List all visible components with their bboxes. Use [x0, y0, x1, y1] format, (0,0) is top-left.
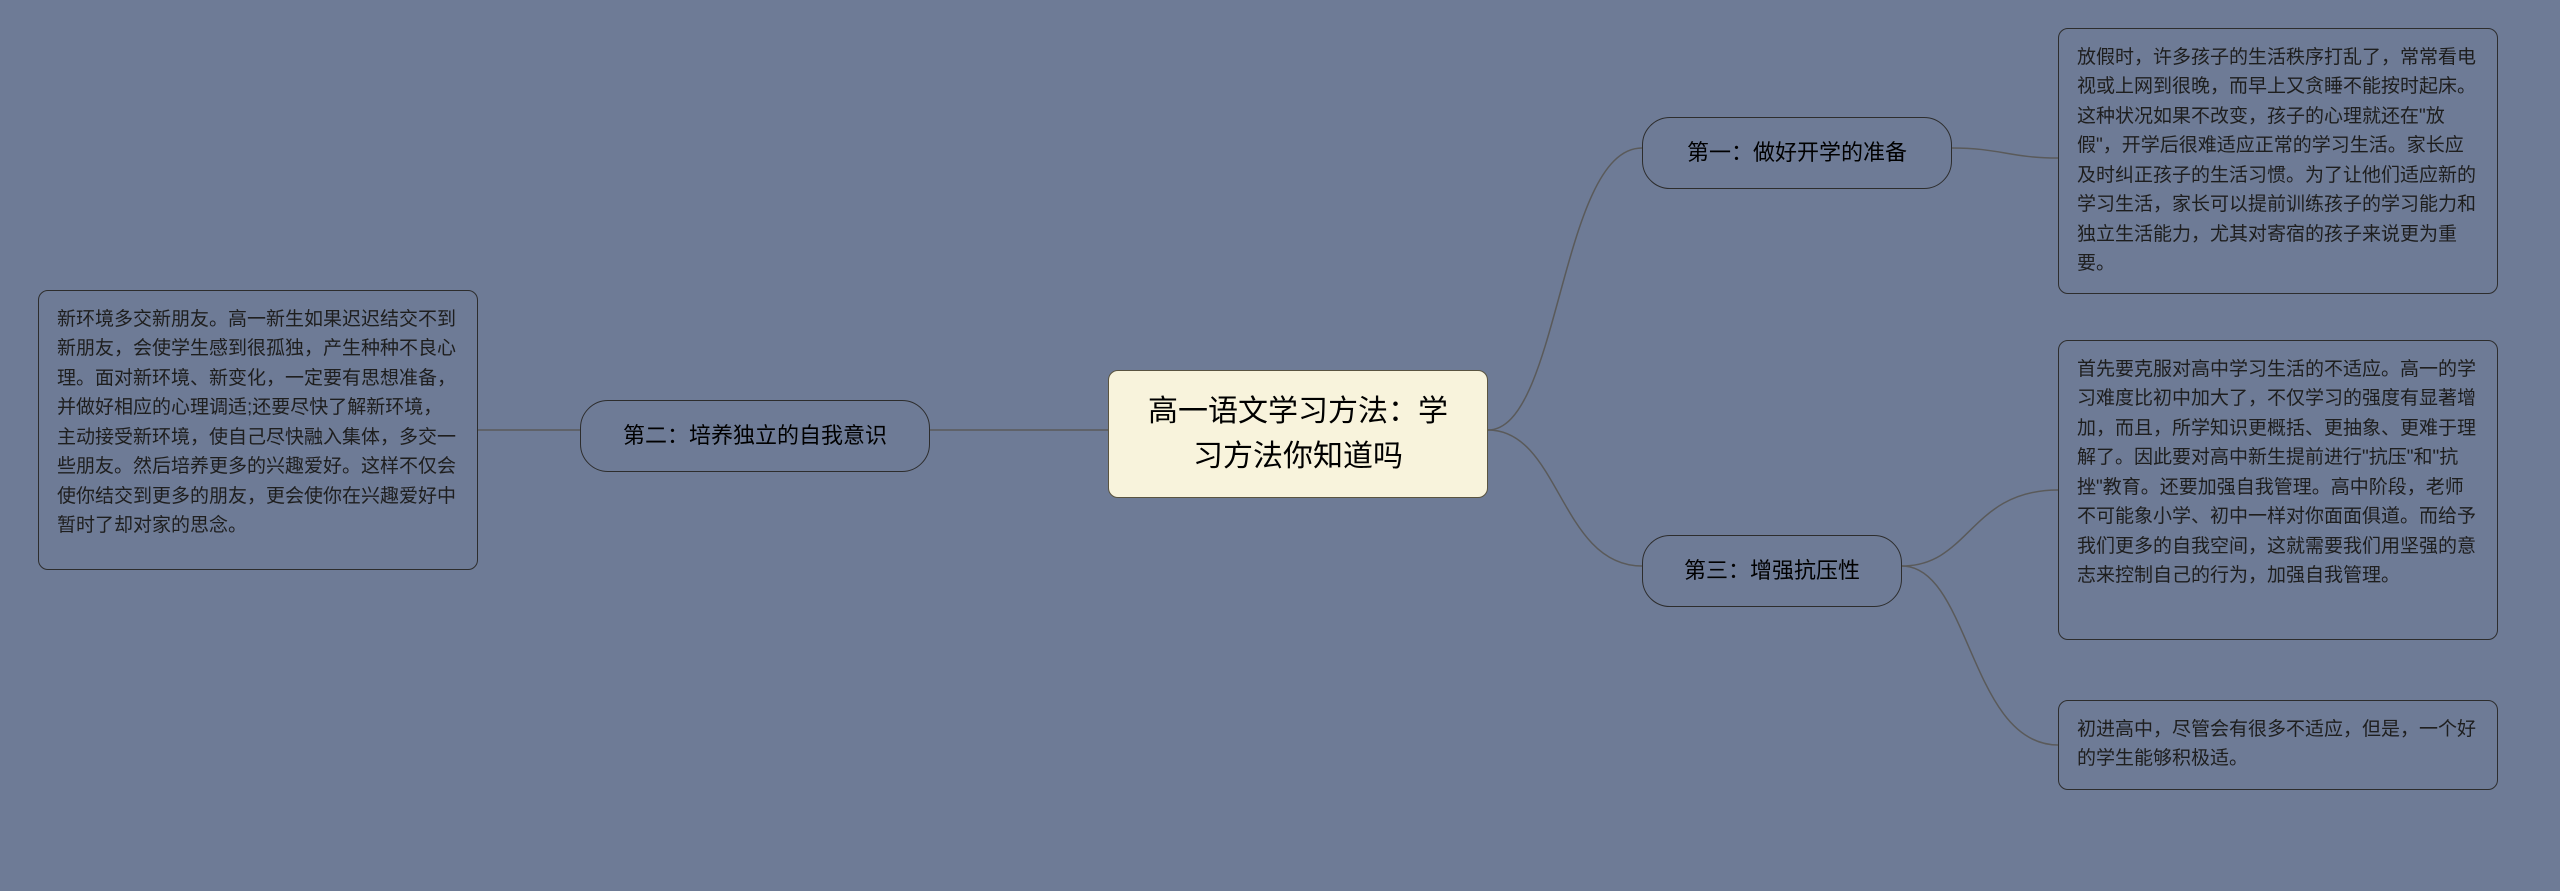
- connector: [1488, 148, 1642, 430]
- detail-node-3b[interactable]: 初进高中，尽管会有很多不适应，但是，一个好的学生能够积极适。: [2058, 700, 2498, 790]
- center-topic[interactable]: 高一语文学习方法：学习方法你知道吗: [1108, 370, 1488, 498]
- connector: [1902, 566, 2058, 745]
- connector: [1952, 148, 2058, 158]
- branch-node-1[interactable]: 第一：做好开学的准备: [1642, 117, 1952, 189]
- detail-1-text: 放假时，许多孩子的生活秩序打乱了，常常看电视或上网到很晚，而早上又贪睡不能按时起…: [2077, 47, 2476, 274]
- connector: [1902, 490, 2058, 566]
- branch-node-3[interactable]: 第三：增强抗压性: [1642, 535, 1902, 607]
- branch-node-2[interactable]: 第二：培养独立的自我意识: [580, 400, 930, 472]
- detail-2-text: 新环境多交新朋友。高一新生如果迟迟结交不到新朋友，会使学生感到很孤独，产生种种不…: [57, 309, 456, 536]
- detail-node-1[interactable]: 放假时，许多孩子的生活秩序打乱了，常常看电视或上网到很晚，而早上又贪睡不能按时起…: [2058, 28, 2498, 294]
- detail-3a-text: 首先要克服对高中学习生活的不适应。高一的学习难度比初中加大了，不仅学习的强度有显…: [2077, 359, 2476, 586]
- branch-1-label: 第一：做好开学的准备: [1673, 136, 1921, 170]
- connector: [1488, 430, 1642, 566]
- detail-3b-text: 初进高中，尽管会有很多不适应，但是，一个好的学生能够积极适。: [2077, 719, 2476, 769]
- center-topic-label: 高一语文学习方法：学习方法你知道吗: [1137, 389, 1459, 479]
- branch-2-label: 第二：培养独立的自我意识: [611, 419, 899, 453]
- detail-node-3a[interactable]: 首先要克服对高中学习生活的不适应。高一的学习难度比初中加大了，不仅学习的强度有显…: [2058, 340, 2498, 640]
- branch-3-label: 第三：增强抗压性: [1673, 554, 1871, 588]
- detail-node-2[interactable]: 新环境多交新朋友。高一新生如果迟迟结交不到新朋友，会使学生感到很孤独，产生种种不…: [38, 290, 478, 570]
